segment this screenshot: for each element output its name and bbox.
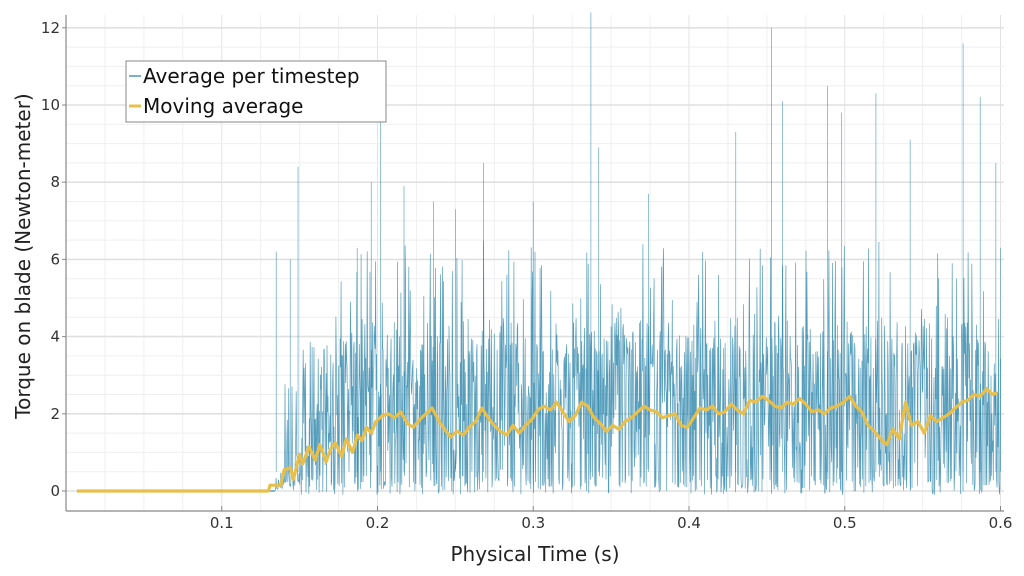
series-moving-average-line [76, 387, 998, 493]
y-tick-label: 0 [50, 482, 60, 500]
x-tick-label: 0.1 [210, 514, 234, 532]
series-average-per-timestep-line [274, 240, 1001, 495]
series-average-per-timestep [76, 12, 1001, 495]
x-tick-label: 0.2 [366, 514, 390, 532]
y-tick-label: 6 [50, 250, 60, 268]
y-tick-label: 10 [41, 96, 60, 114]
y-tick-label: 4 [50, 328, 60, 346]
x-tick-label: 0.6 [989, 514, 1013, 532]
x-tick-labels: 0.1 0.2 0.3 0.4 0.5 0.6 [210, 514, 1013, 532]
axes [62, 15, 1004, 512]
y-tick-label: 2 [50, 405, 60, 423]
y-tick-labels: 0 2 4 6 8 10 12 [41, 19, 60, 500]
y-tick-label: 8 [50, 173, 60, 191]
legend-label-average-per-timestep: Average per timestep [143, 64, 360, 88]
x-tick-label: 0.3 [521, 514, 545, 532]
x-tick-label: 0.5 [833, 514, 857, 532]
x-axis-title: Physical Time (s) [450, 542, 619, 566]
y-axis-title: Torque on blade (Newton-meter) [11, 93, 35, 419]
legend-box [125, 60, 387, 123]
legend: Average per timestep Moving average [125, 60, 387, 123]
legend-label-moving-average: Moving average [143, 94, 304, 118]
y-tick-label: 12 [41, 19, 60, 37]
series-moving-average [76, 387, 998, 493]
x-tick-label: 0.4 [677, 514, 701, 532]
